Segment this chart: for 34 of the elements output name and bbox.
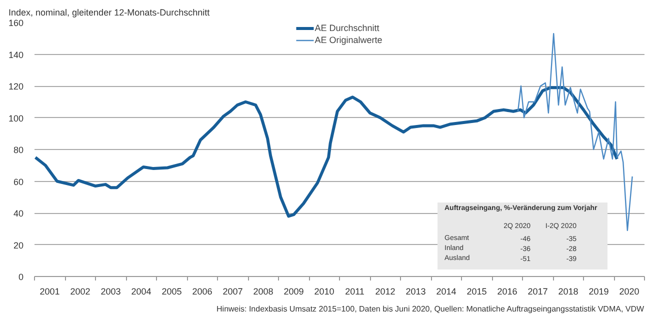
x-tick-label: 2010 [314, 286, 334, 296]
x-tick-label: 2004 [131, 286, 152, 296]
legend-label: AE Originalwerte [314, 34, 382, 46]
line-series [34, 86, 619, 218]
x-tick-label: 2003 [100, 286, 121, 296]
y-tick-label: 20 [13, 240, 24, 250]
text: Hinweis: Indexbasis Umsatz 2015=100, Daten bis Juni 2020, Quellen: Monatliche Auftragseingangsstatistik VDMA, VDW [216, 304, 645, 314]
x-tick-label: 2008 [253, 286, 274, 296]
x-tick-label: 2001 [40, 286, 60, 296]
x-tick-label: 2018 [558, 286, 578, 296]
y-axis-title: Index, nominal, gleitender 12-Monats-Durchschnitt [8, 8, 210, 18]
x-tick-label: 2005 [162, 286, 182, 296]
x-tick-label: 2009 [284, 286, 304, 296]
x-tick-label: 2013 [406, 286, 426, 296]
x-tick-label: 2015 [466, 286, 487, 296]
x-tick-label: 2014 [436, 286, 456, 296]
x-tick-label: 2020 [619, 286, 640, 296]
legend-label: AE Durchschnitt [314, 22, 380, 34]
y-tick-label: 120 [8, 82, 24, 92]
x-tick-label: 2006 [192, 286, 212, 296]
y-tick-label: 0 [18, 272, 24, 282]
x-tick-label: 2016 [497, 286, 518, 296]
y-tick-label: 60 [13, 176, 24, 187]
y-tick-label: 160 [8, 18, 24, 28]
x-tick-label: 2012 [375, 286, 396, 296]
y-tick-label: 40 [13, 208, 24, 218]
y-tick-label: 140 [8, 50, 24, 60]
x-tick-label: 2017 [528, 286, 548, 296]
x-tick-label: 2002 [70, 286, 90, 296]
y-tick-label: 80 [13, 145, 24, 155]
x-tick-label: 2011 [345, 286, 364, 296]
x-tick-label: 2019 [588, 286, 609, 296]
y-tick-label: 100 [8, 113, 24, 124]
x-tick-label: 2007 [222, 286, 243, 296]
